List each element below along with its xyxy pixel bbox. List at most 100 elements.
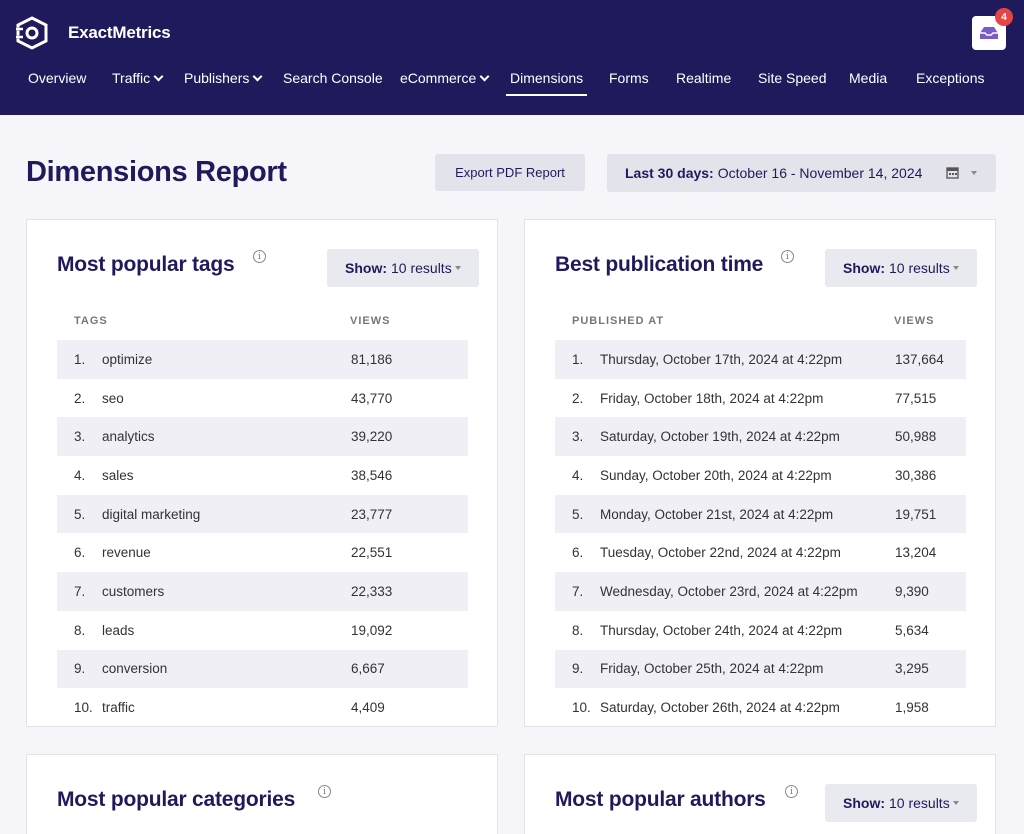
date-range-value: October 16 - November 14, 2024 <box>717 165 923 181</box>
show-results-dropdown[interactable]: Show: 10 results <box>825 784 977 822</box>
row-rank: 5. <box>572 506 584 522</box>
row-label: optimize <box>102 351 153 367</box>
nav-forms[interactable]: Forms <box>609 66 649 96</box>
row-views: 19,751 <box>895 506 937 522</box>
row-rank: 7. <box>74 583 86 599</box>
table-row: 5. Monday, October 21st, 2024 at 4:22pm 19… <box>555 494 966 534</box>
page-title: Dimensions Report <box>26 156 287 188</box>
row-rank: 2. <box>572 390 584 406</box>
tags-panel: Most popular tags i Show: 10 results TAG… <box>26 219 498 727</box>
show-results-dropdown[interactable]: Show: 10 results <box>327 249 479 287</box>
publication-time-table: 1. Thursday, October 17th, 2024 at 4:22pm… <box>555 340 966 727</box>
top-bar: ExactMetrics 4 Overview Traffic Publishe… <box>0 0 1024 115</box>
row-rank: 3. <box>74 429 86 445</box>
table-row: 2. Friday, October 18th, 2024 at 4:22pm 77… <box>555 379 966 418</box>
caret-down-icon <box>455 266 461 270</box>
row-views: 3,295 <box>895 661 929 677</box>
row-rank: 3. <box>572 429 584 445</box>
show-prefix: Show: <box>843 795 885 811</box>
nav-exceptions[interactable]: Exceptions <box>916 66 984 96</box>
nav-ecommerce[interactable]: eCommerce <box>400 66 490 96</box>
nav-traffic[interactable]: Traffic <box>112 66 164 96</box>
row-label: Monday, October 21st, 2024 at 4:22pm <box>600 506 834 522</box>
table-row: 3. Saturday, October 19th, 2024 at 4:22pm… <box>555 417 966 457</box>
app-logo[interactable]: ExactMetrics <box>16 16 171 50</box>
date-range-picker[interactable]: Last 30 days: October 16 - November 14, … <box>607 154 996 192</box>
row-label: traffic <box>102 700 135 716</box>
row-label: Saturday, October 26th, 2024 at 4:22pm <box>600 700 840 716</box>
show-results-dropdown[interactable]: Show: 10 results <box>825 249 977 287</box>
nav-label: Overview <box>28 70 87 86</box>
row-views: 30,386 <box>895 467 937 483</box>
panel-title: Most popular authors <box>555 788 766 811</box>
nav-realtime[interactable]: Realtime <box>676 66 731 96</box>
panel-title: Best publication time <box>555 253 764 276</box>
row-views: 50,988 <box>895 429 937 445</box>
nav-media[interactable]: Media <box>849 66 887 96</box>
nav-label: Dimensions <box>510 70 584 86</box>
nav-publishers[interactable]: Publishers <box>184 66 263 96</box>
inbox-icon <box>980 27 998 39</box>
show-prefix: Show: <box>345 260 387 276</box>
row-views: 137,664 <box>895 351 944 367</box>
table-row: 1. Thursday, October 17th, 2024 at 4:22pm… <box>555 340 966 379</box>
nav-label: Media <box>849 70 888 86</box>
info-icon[interactable]: i <box>253 250 266 263</box>
row-label: revenue <box>102 545 151 561</box>
info-icon[interactable]: i <box>318 785 331 798</box>
show-prefix: Show: <box>843 260 885 276</box>
table-row: 8. leads 19,092 <box>57 611 468 650</box>
row-rank: 1. <box>572 351 584 367</box>
row-label: Sunday, October 20th, 2024 at 4:22pm <box>600 467 832 483</box>
row-label: Friday, October 18th, 2024 at 4:22pm <box>600 390 824 406</box>
app-name: ExactMetrics <box>68 23 171 42</box>
nav-label: eCommerce <box>400 70 477 86</box>
row-label: Wednesday, October 23rd, 2024 at 4:22pm <box>600 583 858 599</box>
row-label: Friday, October 25th, 2024 at 4:22pm <box>600 661 824 677</box>
nav-site-speed[interactable]: Site Speed <box>758 66 827 96</box>
publication-time-panel: Best publication time i Show: 10 results… <box>524 219 996 727</box>
row-rank: 10. <box>572 700 591 716</box>
table-row: 2. seo 43,770 <box>57 379 468 418</box>
show-value: 10 results <box>889 795 950 811</box>
row-rank: 1. <box>74 351 86 367</box>
row-rank: 8. <box>572 622 584 638</box>
caret-down-icon <box>971 171 977 175</box>
date-range-prefix: Last 30 days: <box>625 165 714 181</box>
info-icon[interactable]: i <box>781 250 794 263</box>
row-views: 23,777 <box>351 506 393 522</box>
row-label: seo <box>102 390 124 406</box>
nav-label: Traffic <box>112 70 151 86</box>
logo-icon <box>16 16 48 50</box>
nav-dimensions[interactable]: Dimensions <box>505 66 588 96</box>
tags-table: 1. optimize 81,186 2. seo 43,770 3. analytics 39… <box>57 340 468 727</box>
panel-title: Most popular categories <box>57 788 296 811</box>
nav-search-console[interactable]: Search Console <box>283 66 383 96</box>
nav-label: Site Speed <box>758 70 827 86</box>
table-row: 4. sales 38,546 <box>57 456 468 495</box>
row-rank: 4. <box>572 467 584 483</box>
row-views: 4,409 <box>351 700 385 716</box>
row-rank: 4. <box>74 467 86 483</box>
table-row: 7. customers 22,333 <box>57 572 468 611</box>
export-pdf-button[interactable]: Export PDF Report <box>435 154 585 191</box>
table-row: 9. conversion 6,667 <box>57 649 468 689</box>
nav-overview[interactable]: Overview <box>28 66 86 96</box>
column-header-views: VIEWS <box>894 315 935 327</box>
authors-panel: Most popular authors i Show: 10 results <box>524 754 996 834</box>
row-label: analytics <box>102 429 155 445</box>
row-rank: 9. <box>74 661 86 677</box>
nav-label: Forms <box>609 70 649 86</box>
row-rank: 6. <box>572 545 584 561</box>
table-row: 8. Thursday, October 24th, 2024 at 4:22pm… <box>555 611 966 650</box>
show-value: 10 results <box>889 260 950 276</box>
notification-count-badge: 4 <box>995 8 1013 26</box>
row-rank: 8. <box>74 622 86 638</box>
table-row: 10. traffic 4,409 <box>57 688 468 727</box>
row-rank: 9. <box>572 661 584 677</box>
chevron-down-icon <box>479 71 490 82</box>
notifications-button[interactable]: 4 <box>972 8 1013 50</box>
table-row: 5. digital marketing 23,777 <box>57 494 468 534</box>
info-icon[interactable]: i <box>785 785 798 798</box>
nav-label: Realtime <box>676 70 732 86</box>
